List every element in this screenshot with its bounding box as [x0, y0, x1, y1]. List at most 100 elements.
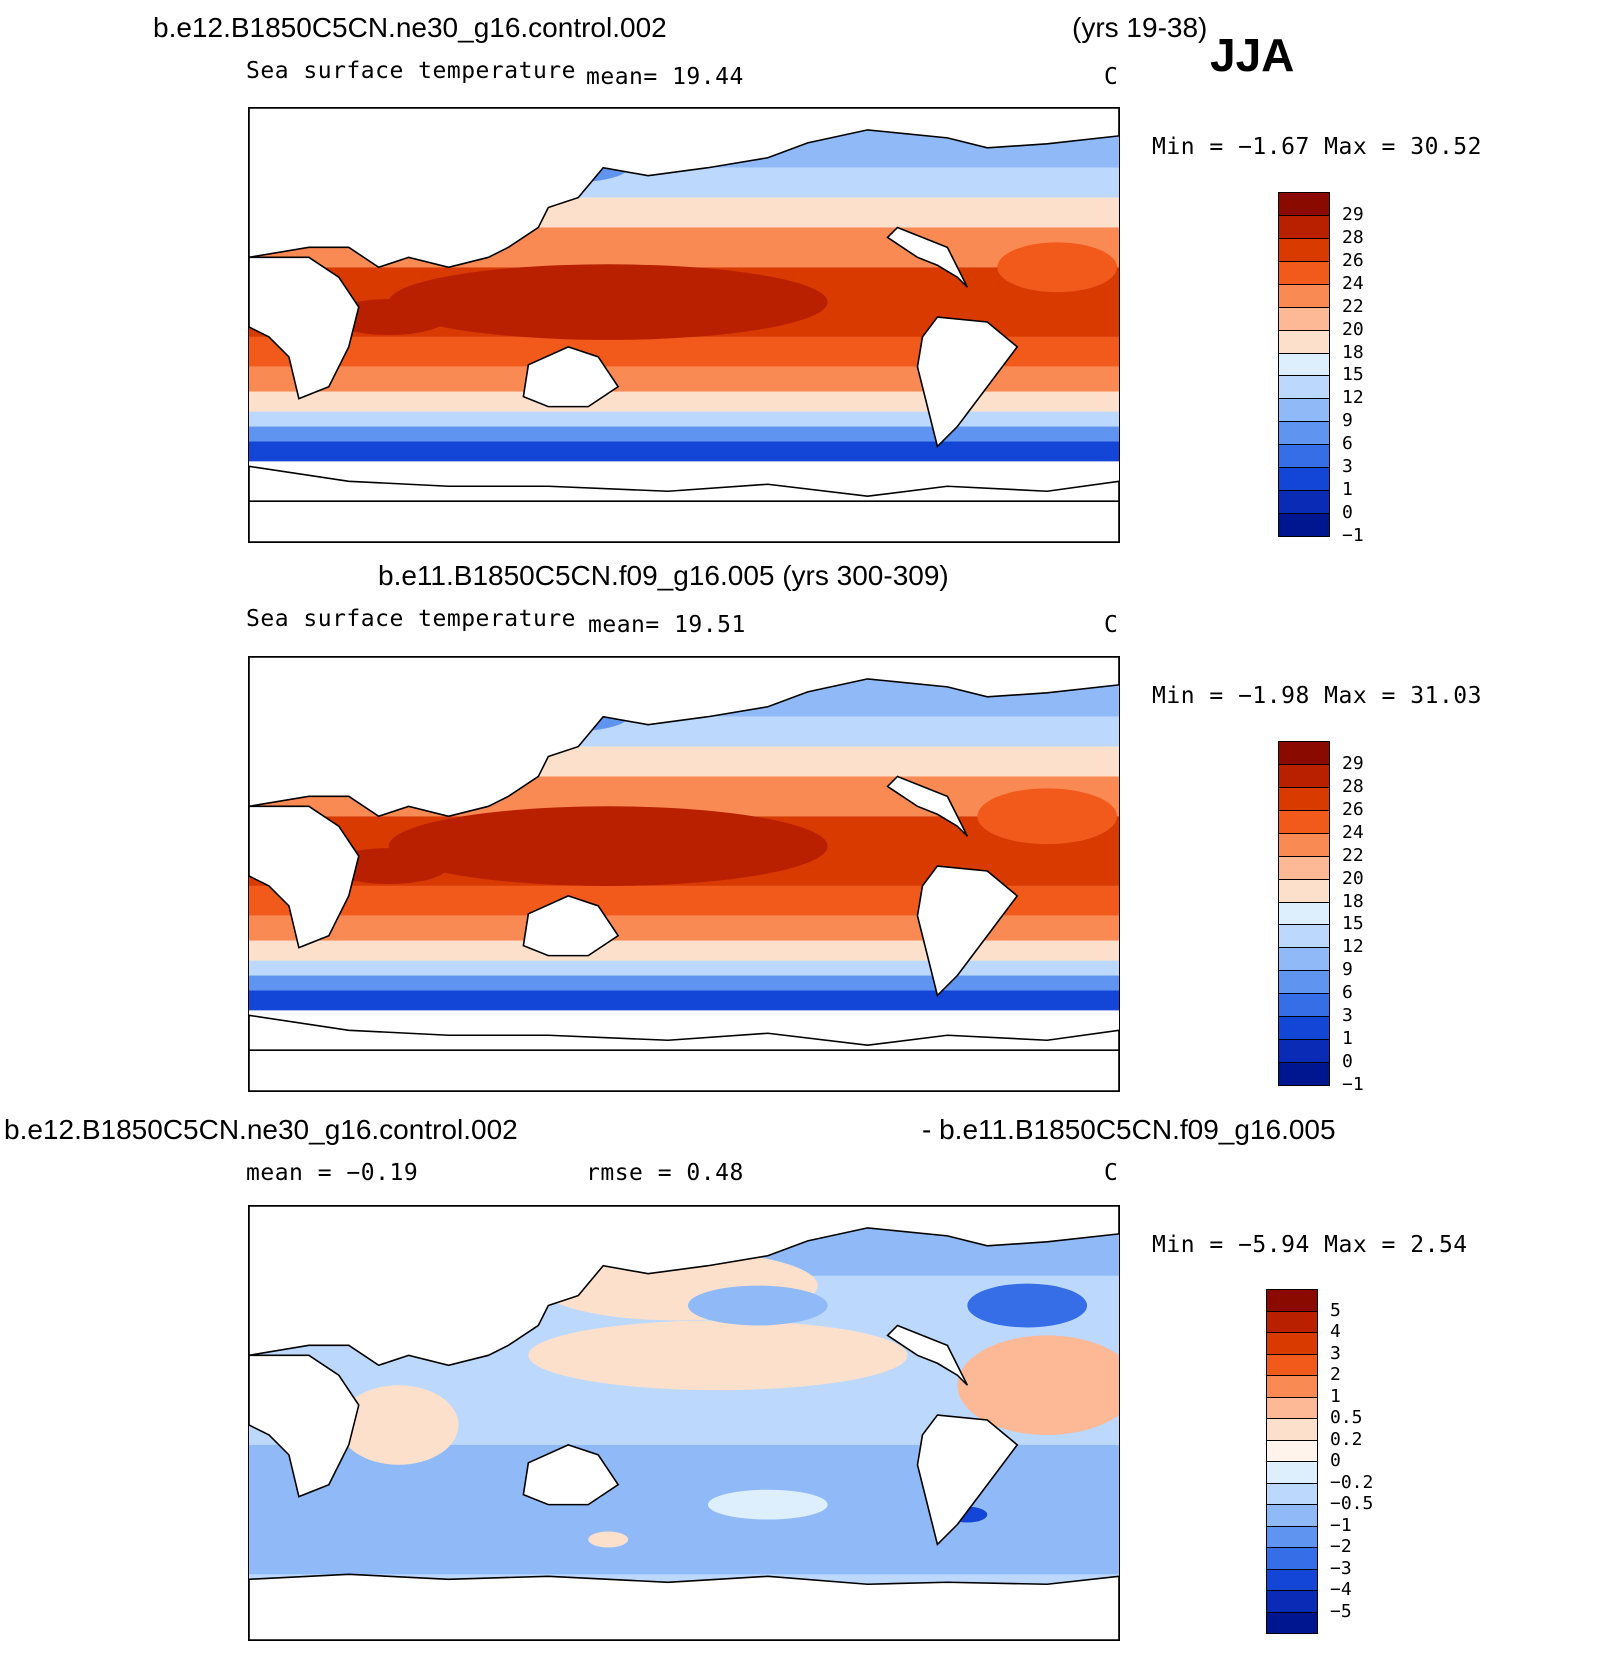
- colorbar-swatch: [1278, 237, 1330, 262]
- colorbar-label: 9: [1342, 959, 1353, 981]
- colorbar-swatch: [1278, 352, 1330, 377]
- colorbar-label: 28: [1342, 775, 1364, 797]
- colorbar-label: 20: [1342, 867, 1364, 889]
- colorbar-swatch: [1278, 1016, 1330, 1041]
- colorbar-swatch: [1278, 1039, 1330, 1064]
- colorbar-swatch: [1266, 1332, 1318, 1355]
- panel3-units: C: [1104, 1160, 1119, 1186]
- colorbar-swatch: [1278, 260, 1330, 285]
- colorbar-label: −0.5: [1330, 1493, 1374, 1514]
- colorbar-label: 26: [1342, 798, 1364, 820]
- colorbar-swatch: [1278, 832, 1330, 857]
- panel2-field-name: Sea surface temperature: [246, 606, 576, 632]
- colorbar-label: −3: [1330, 1557, 1352, 1579]
- colorbar-label: 15: [1342, 364, 1364, 386]
- colorbar-swatch: [1266, 1504, 1318, 1527]
- colorbar-swatch: [1266, 1525, 1318, 1548]
- colorbar-swatch: [1278, 398, 1330, 423]
- colorbar-label: −0.2: [1330, 1471, 1374, 1493]
- colorbar-swatch: [1278, 878, 1330, 903]
- colorbar-label: 6: [1342, 433, 1353, 455]
- colorbar-swatch: [1278, 1062, 1330, 1086]
- panel2-map: [248, 656, 1120, 1092]
- colorbar-label: 22: [1342, 295, 1364, 317]
- colorbar-swatch: [1278, 490, 1330, 515]
- colorbar-swatch: [1266, 1375, 1318, 1398]
- colorbar-swatch: [1266, 1547, 1318, 1570]
- colorbar-swatch: [1266, 1289, 1318, 1312]
- panel1-landmasses: [249, 108, 1119, 542]
- colorbar-label: 15: [1342, 913, 1364, 935]
- panel3-map: [248, 1205, 1120, 1641]
- panel2-minmax: Min = −1.98 Max = 31.03: [1152, 683, 1482, 709]
- colorbar-swatch: [1266, 1396, 1318, 1419]
- colorbar-swatch: [1278, 214, 1330, 239]
- colorbar-swatch: [1266, 1439, 1318, 1462]
- panel3-case-title: b.e12.B1850C5CN.ne30_g16.control.002: [4, 1114, 518, 1145]
- colorbar-label: 9: [1342, 410, 1353, 432]
- colorbar-swatch: [1278, 924, 1330, 949]
- colorbar-swatch: [1266, 1353, 1318, 1376]
- panel3-minmax: Min = −5.94 Max = 2.54: [1152, 1232, 1468, 1258]
- colorbar-label: 0: [1330, 1450, 1341, 1471]
- colorbar-label: 6: [1342, 982, 1353, 1004]
- panel2-case-title: b.e11.B1850C5CN.f09_g16.005 (yrs 300-309…: [378, 560, 949, 591]
- colorbar-label: 3: [1342, 456, 1353, 478]
- panel1-minmax: Min = −1.67 Max = 30.52: [1152, 134, 1482, 160]
- panel1-field-name: Sea surface temperature: [246, 58, 576, 84]
- colorbar-swatch: [1278, 970, 1330, 995]
- colorbar-swatch: [1266, 1568, 1318, 1591]
- colorbar-swatch: [1278, 421, 1330, 446]
- colorbar-label: 24: [1342, 272, 1364, 294]
- colorbar-swatch: [1266, 1310, 1318, 1333]
- panel1-years: (yrs 19-38): [1072, 12, 1208, 43]
- panel1-colorbar: 29 28 26 24 22 20 18 15 12 9 6 3 1 0 −1: [1278, 192, 1364, 546]
- colorbar-swatch: [1278, 855, 1330, 880]
- colorbar-label: −4: [1330, 1579, 1352, 1600]
- panel3-minus-case: - b.e11.B1850C5CN.f09_g16.005: [922, 1114, 1336, 1145]
- colorbar-label: 29: [1342, 203, 1364, 225]
- panel3-rmse: rmse = 0.48: [586, 1160, 744, 1186]
- colorbar-label: 3: [1330, 1342, 1341, 1364]
- colorbar-label: 1: [1330, 1385, 1341, 1407]
- colorbar-swatch: [1278, 741, 1330, 765]
- colorbar-label: 2: [1330, 1364, 1341, 1385]
- panel3-colorbar: 5 4 3 2 1 0.5 0.2 0 −0.2 −0.5 −1 −2 −3 −4 −5: [1266, 1289, 1373, 1634]
- colorbar-label: 4: [1330, 1321, 1341, 1342]
- panel2-colorbar: 29 28 26 24 22 20 18 15 12 9 6 3 1 0 −1: [1278, 741, 1364, 1095]
- colorbar-label: 0: [1342, 502, 1353, 524]
- colorbar-label: 1: [1342, 1028, 1353, 1050]
- colorbar-label: 18: [1342, 890, 1364, 912]
- colorbar-label: −1: [1330, 1514, 1352, 1536]
- colorbar-swatch: [1278, 901, 1330, 926]
- panel1-units: C: [1104, 64, 1119, 90]
- colorbar-swatch: [1278, 192, 1330, 216]
- colorbar-label: 0.2: [1330, 1428, 1363, 1450]
- panel2-landmasses: [249, 657, 1119, 1091]
- colorbar-swatch: [1278, 513, 1330, 537]
- colorbar-swatch: [1278, 375, 1330, 400]
- colorbar-label: 18: [1342, 341, 1364, 363]
- colorbar-label: 20: [1342, 318, 1364, 340]
- colorbar-label: 26: [1342, 249, 1364, 271]
- colorbar-label: −1: [1342, 1074, 1364, 1095]
- colorbar-label: 1: [1342, 479, 1353, 501]
- colorbar-swatch: [1278, 329, 1330, 354]
- colorbar-label: 29: [1342, 752, 1364, 774]
- colorbar-swatch: [1266, 1611, 1318, 1634]
- panel2-units: C: [1104, 612, 1119, 638]
- colorbar-swatch: [1278, 306, 1330, 331]
- colorbar-swatch: [1266, 1461, 1318, 1484]
- colorbar-label: 12: [1342, 936, 1364, 958]
- panel3-landmasses: [249, 1206, 1119, 1640]
- colorbar-label: 0.5: [1330, 1407, 1363, 1428]
- colorbar-swatch: [1278, 467, 1330, 492]
- colorbar-label: −2: [1330, 1536, 1352, 1557]
- colorbar-label: 22: [1342, 844, 1364, 866]
- colorbar-swatch: [1278, 947, 1330, 972]
- colorbar-swatch: [1278, 993, 1330, 1018]
- panel1-mean: mean= 19.44: [586, 64, 744, 90]
- colorbar-label: 0: [1342, 1051, 1353, 1073]
- colorbar-label: 12: [1342, 387, 1364, 409]
- colorbar-swatch: [1266, 1482, 1318, 1505]
